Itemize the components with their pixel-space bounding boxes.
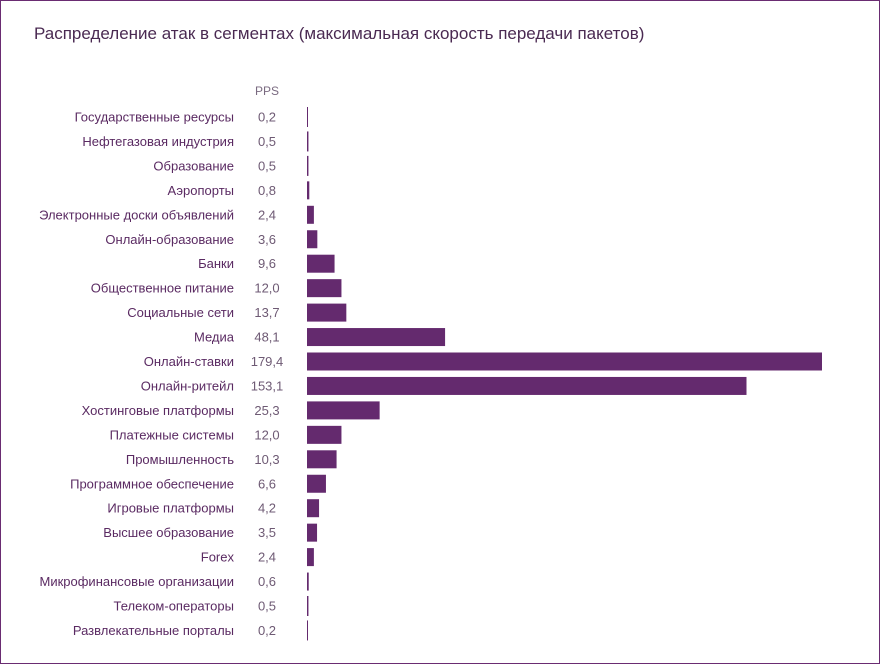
value-label: 25,3 [254, 403, 279, 418]
chart-title: Распределение атак в сегментах (максимал… [34, 24, 645, 43]
bar [307, 181, 310, 200]
bar [307, 205, 314, 224]
value-label: 0,6 [258, 574, 276, 589]
value-label: 0,5 [258, 599, 276, 614]
bar [307, 376, 747, 395]
category-label: Медиа [194, 330, 235, 345]
value-label: 2,4 [258, 550, 276, 565]
category-label: Forex [201, 550, 235, 565]
value-label: 4,2 [258, 501, 276, 516]
category-label: Нефтегазовая индустрия [82, 134, 234, 149]
bar [307, 450, 337, 469]
bar [307, 572, 309, 591]
category-label: Игровые платформы [107, 501, 234, 516]
bar [307, 596, 309, 616]
value-label: 12,0 [254, 281, 279, 296]
bar [307, 620, 308, 641]
bar [307, 131, 309, 152]
bar [307, 303, 347, 322]
value-label: 0,5 [258, 134, 276, 149]
bar [307, 425, 342, 444]
bar [307, 523, 318, 542]
category-label: Онлайн-образование [105, 232, 234, 247]
value-label: 9,6 [258, 256, 276, 271]
category-label: Образование [153, 158, 234, 173]
bar [307, 401, 380, 420]
category-label: Развлекательные порталы [73, 623, 234, 638]
value-label: 0,2 [258, 623, 276, 638]
bar [307, 548, 314, 567]
category-label: Высшее образование [103, 525, 234, 540]
category-label: Электронные доски объявлений [39, 207, 234, 222]
value-label: 179,4 [251, 354, 284, 369]
bar [307, 474, 326, 493]
value-label: 13,7 [254, 305, 279, 320]
bar [307, 254, 335, 273]
bar [307, 107, 308, 127]
category-label: Хостинговые платформы [82, 403, 234, 418]
value-label: 3,5 [258, 525, 276, 540]
category-label: Платежные системы [110, 427, 234, 442]
category-label: Банки [198, 256, 234, 271]
bar [307, 155, 309, 176]
category-label: Промышленность [126, 452, 234, 467]
category-label: Онлайн-ритейл [141, 378, 234, 393]
value-label: 0,8 [258, 183, 276, 198]
value-label: 0,5 [258, 158, 276, 173]
bar [307, 499, 320, 518]
value-label: 153,1 [251, 378, 284, 393]
category-label: Государственные ресурсы [75, 110, 234, 125]
category-label: Общественное питание [91, 281, 234, 296]
bar [307, 230, 318, 249]
category-label: Программное обеспечение [70, 476, 234, 491]
unit-label: PPS [255, 84, 279, 98]
category-label: Микрофинансовые организации [40, 574, 235, 589]
category-label: Онлайн-ставки [144, 354, 234, 369]
category-label: Аэропорты [167, 183, 234, 198]
bar [307, 279, 342, 298]
bar [307, 328, 446, 347]
value-label: 48,1 [254, 330, 279, 345]
value-label: 10,3 [254, 452, 279, 467]
value-label: 2,4 [258, 207, 276, 222]
category-label: Социальные сети [127, 305, 234, 320]
value-label: 3,6 [258, 232, 276, 247]
value-label: 0,2 [258, 110, 276, 125]
category-label: Телеком-операторы [114, 599, 234, 614]
value-label: 6,6 [258, 476, 276, 491]
bar [307, 352, 822, 371]
value-label: 12,0 [254, 427, 279, 442]
